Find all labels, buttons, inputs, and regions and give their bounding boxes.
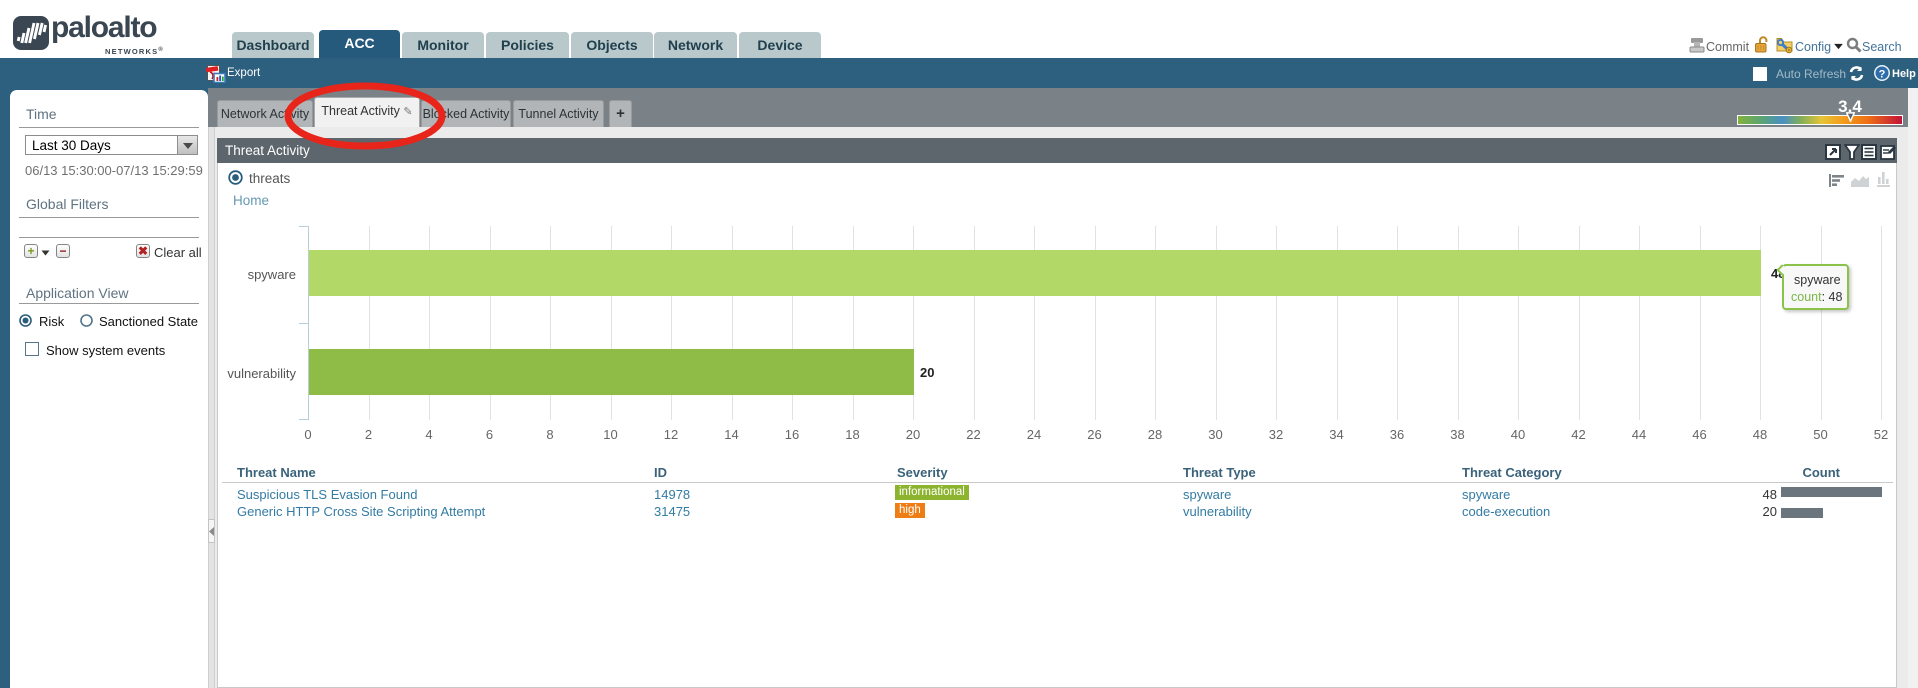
svg-text:?: ? bbox=[1879, 69, 1886, 81]
